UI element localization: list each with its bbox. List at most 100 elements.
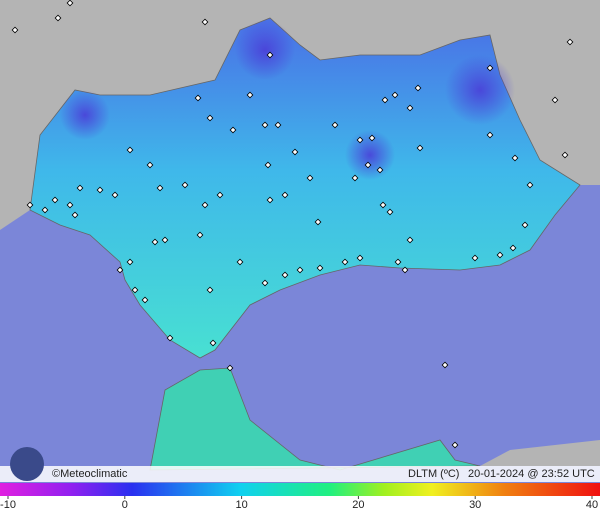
station — [364, 161, 372, 169]
station — [146, 161, 154, 169]
station — [236, 258, 244, 266]
station — [206, 286, 214, 294]
station — [291, 148, 299, 156]
station — [314, 218, 322, 226]
station — [486, 131, 494, 139]
variable: DLTM (ºC) — [408, 468, 459, 480]
station — [266, 51, 274, 59]
station — [551, 96, 559, 104]
station — [141, 296, 149, 304]
station — [116, 266, 124, 274]
brand: ©Meteoclimatic — [52, 468, 128, 480]
cold-area — [445, 55, 515, 125]
station — [216, 191, 224, 199]
station — [131, 286, 139, 294]
station — [441, 361, 449, 369]
station — [166, 334, 174, 342]
station — [11, 26, 19, 34]
station — [111, 191, 119, 199]
color-scale — [0, 483, 600, 496]
station — [316, 264, 324, 272]
station — [66, 0, 74, 7]
station — [306, 174, 314, 182]
stations — [11, 0, 574, 449]
station — [76, 184, 84, 192]
caption-bar — [0, 466, 600, 482]
station — [26, 201, 34, 209]
station — [406, 104, 414, 112]
station — [41, 206, 49, 214]
station — [246, 91, 254, 99]
station — [451, 441, 459, 449]
station — [386, 208, 394, 216]
station — [151, 238, 159, 246]
station — [261, 121, 269, 129]
station — [401, 266, 409, 274]
station — [161, 236, 169, 244]
station — [266, 196, 274, 204]
station — [206, 114, 214, 122]
scale-label: 10 — [235, 499, 247, 511]
scale-label: 20 — [352, 499, 364, 511]
station — [379, 201, 387, 209]
station — [71, 211, 79, 219]
scale-label: 30 — [469, 499, 481, 511]
station — [561, 151, 569, 159]
station — [351, 174, 359, 182]
scale-label: 40 — [586, 499, 598, 511]
africa — [149, 367, 481, 471]
station — [486, 64, 494, 72]
station — [356, 254, 364, 262]
logo — [10, 447, 44, 481]
station — [526, 181, 534, 189]
station — [126, 258, 134, 266]
station — [229, 126, 237, 134]
station — [194, 94, 202, 102]
station — [368, 134, 376, 142]
station — [201, 201, 209, 209]
station — [496, 251, 504, 259]
land-outside — [480, 440, 600, 466]
station — [394, 258, 402, 266]
station — [156, 184, 164, 192]
station — [566, 38, 574, 46]
timestamp: 20-01-2024 @ 23:52 UTC — [468, 468, 595, 480]
station — [274, 121, 282, 129]
station — [511, 154, 519, 162]
station — [331, 121, 339, 129]
station — [381, 96, 389, 104]
station — [471, 254, 479, 262]
station — [226, 364, 234, 372]
station — [261, 279, 269, 287]
station — [391, 91, 399, 99]
station — [416, 144, 424, 152]
station — [201, 18, 209, 26]
scale-label: 0 — [122, 499, 128, 511]
station — [54, 14, 62, 22]
station — [356, 136, 364, 144]
station — [66, 201, 74, 209]
station — [196, 231, 204, 239]
station — [296, 266, 304, 274]
cold-area — [60, 90, 110, 140]
land-outside — [0, 0, 600, 230]
station — [281, 191, 289, 199]
station — [181, 181, 189, 189]
station — [264, 161, 272, 169]
station — [51, 196, 59, 204]
station — [126, 146, 134, 154]
station — [414, 84, 422, 92]
scale-background — [0, 496, 600, 517]
station — [376, 166, 384, 174]
cold-area — [345, 130, 395, 180]
station — [281, 271, 289, 279]
station — [209, 339, 217, 347]
cold-area — [235, 20, 295, 80]
station — [509, 244, 517, 252]
station — [341, 258, 349, 266]
station — [521, 221, 529, 229]
andalusia — [29, 17, 581, 359]
station — [406, 236, 414, 244]
scale-label: -10 — [0, 499, 16, 511]
